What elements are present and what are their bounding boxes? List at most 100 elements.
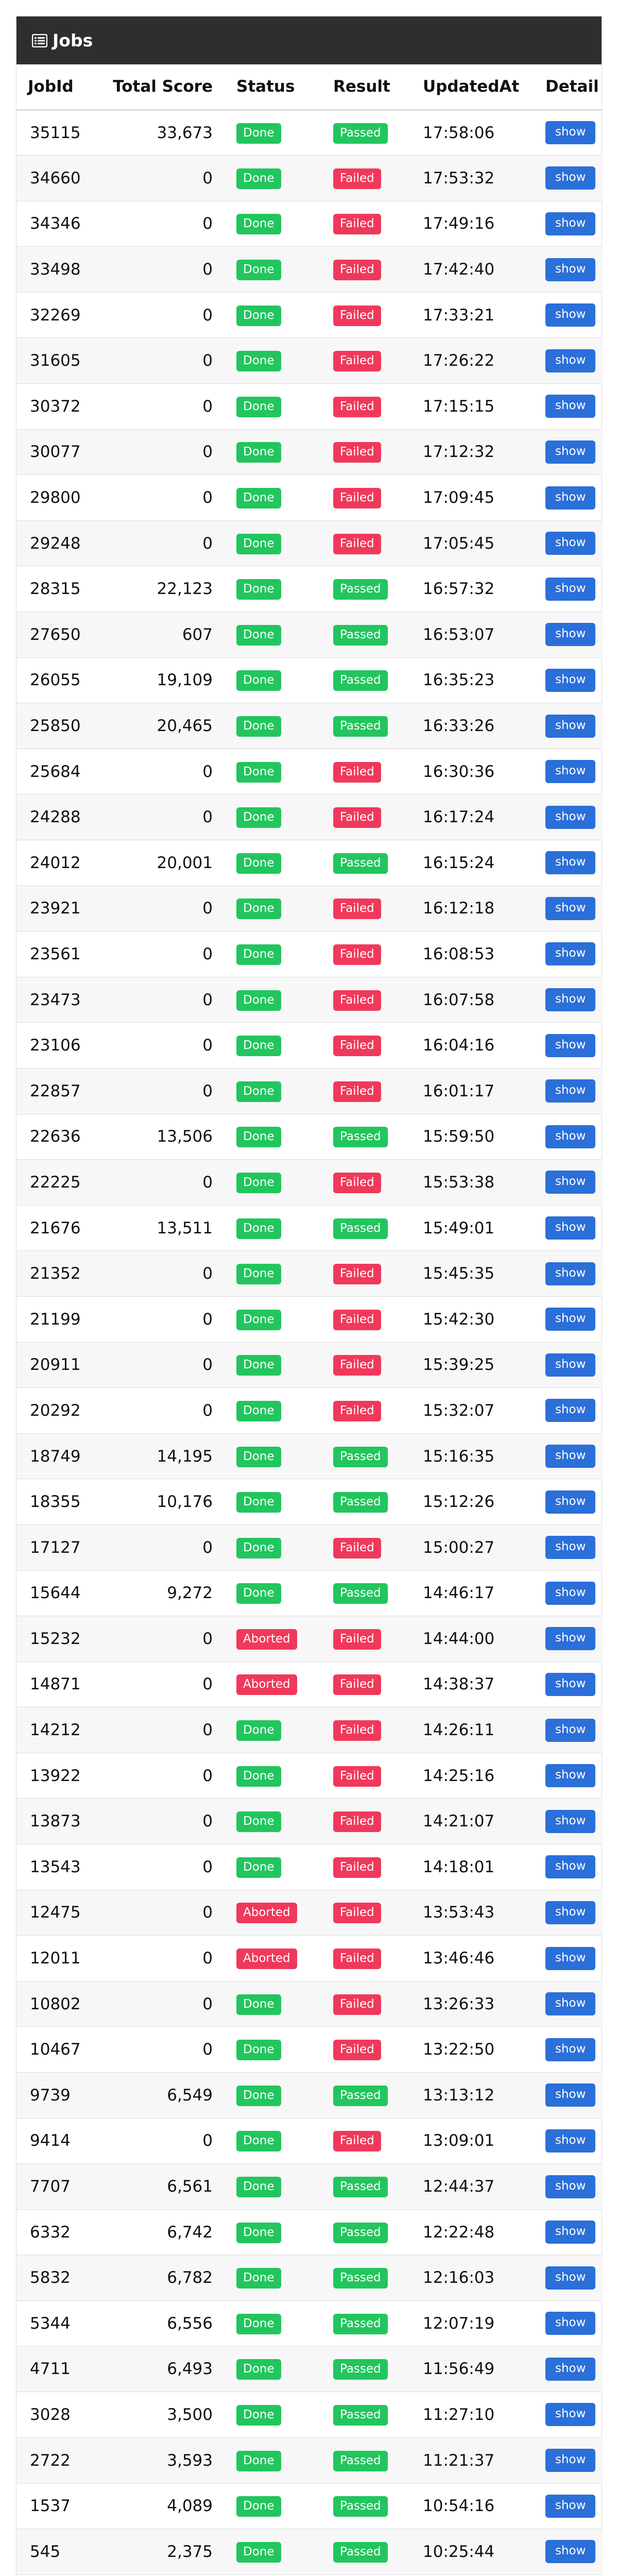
show-button[interactable]: show	[545, 258, 596, 281]
header-status[interactable]: Status	[225, 64, 322, 111]
status-badge: Done	[236, 442, 281, 463]
show-button[interactable]: show	[545, 2494, 596, 2518]
show-button[interactable]: show	[545, 2221, 596, 2244]
table-row: 31605 0 Done Failed 17:26:22 show	[16, 337, 603, 384]
total-score-cell: 0	[91, 337, 225, 384]
result-cell: Failed	[322, 1752, 411, 1799]
show-button[interactable]: show	[545, 486, 596, 510]
result-cell: Passed	[322, 703, 411, 749]
show-button[interactable]: show	[545, 1901, 596, 1924]
total-score-cell: 0	[91, 1980, 225, 2027]
updated-at-cell: 15:53:38	[411, 1159, 534, 1206]
show-button[interactable]: show	[545, 2403, 596, 2427]
show-button[interactable]: show	[545, 2312, 596, 2335]
result-badge: Failed	[333, 1172, 381, 1193]
table-row: 22225 0 Done Failed 15:53:38 show	[16, 1159, 603, 1206]
show-button[interactable]: show	[545, 942, 596, 966]
show-button[interactable]: show	[545, 760, 596, 784]
show-button[interactable]: show	[545, 1079, 596, 1103]
show-button[interactable]: show	[545, 1399, 596, 1422]
status-badge: Done	[236, 2541, 281, 2563]
show-button[interactable]: show	[545, 2449, 596, 2472]
status-badge: Done	[236, 1446, 281, 1467]
show-button[interactable]: show	[545, 1809, 596, 1833]
updated-at-cell: 15:39:25	[411, 1342, 534, 1388]
result-badge: Passed	[333, 2177, 388, 2198]
updated-at-cell: 10:54:16	[411, 2483, 534, 2529]
status-badge: Done	[236, 899, 281, 920]
show-button[interactable]: show	[545, 2357, 596, 2381]
jobs-panel: Jobs JobId Total Score Status Result Upd…	[16, 16, 603, 2576]
result-cell: Failed	[322, 155, 411, 201]
show-button[interactable]: show	[545, 1353, 596, 1377]
total-score-cell: 0	[91, 1296, 225, 1343]
status-badge: Done	[236, 1400, 281, 1421]
show-button[interactable]: show	[545, 2038, 596, 2061]
show-button[interactable]: show	[545, 1490, 596, 1514]
table-row: 15232 0 Aborted Failed 14:44:00 show	[16, 1616, 603, 1662]
header-total-score[interactable]: Total Score	[91, 64, 225, 111]
status-badge: Done	[236, 624, 281, 646]
table-row: 1537 4,089 Done Passed 10:54:16 show	[16, 2483, 603, 2529]
show-button[interactable]: show	[545, 1718, 596, 1742]
status-cell: Done	[225, 337, 322, 384]
show-button[interactable]: show	[545, 440, 596, 464]
status-badge: Done	[236, 2450, 281, 2471]
result-cell: Failed	[322, 1022, 411, 1069]
show-button[interactable]: show	[545, 166, 596, 190]
detail-cell: show	[534, 1935, 603, 1981]
status-badge: Done	[236, 488, 281, 509]
updated-at-cell: 14:46:17	[411, 1570, 534, 1616]
header-jobid[interactable]: JobId	[16, 64, 91, 111]
show-button[interactable]: show	[545, 1581, 596, 1605]
status-badge: Done	[236, 1583, 281, 1604]
show-button[interactable]: show	[545, 668, 596, 692]
show-button[interactable]: show	[545, 212, 596, 235]
show-button[interactable]: show	[545, 1946, 596, 1970]
show-button[interactable]: show	[545, 1992, 596, 2016]
job-id-cell: 10467	[16, 2026, 91, 2073]
show-button[interactable]: show	[545, 1125, 596, 1148]
show-button[interactable]: show	[545, 896, 596, 920]
show-button[interactable]: show	[545, 851, 596, 875]
status-badge: Aborted	[236, 1629, 297, 1650]
updated-at-cell: 10:25:44	[411, 2528, 534, 2575]
show-button[interactable]: show	[545, 1627, 596, 1651]
job-id-cell: 25684	[16, 748, 91, 794]
show-button[interactable]: show	[545, 532, 596, 555]
show-button[interactable]: show	[545, 2266, 596, 2290]
show-button[interactable]: show	[545, 395, 596, 418]
show-button[interactable]: show	[545, 2129, 596, 2153]
result-badge: Passed	[333, 2359, 388, 2380]
show-button[interactable]: show	[545, 2540, 596, 2564]
result-badge: Passed	[333, 1583, 388, 1604]
show-button[interactable]: show	[545, 1764, 596, 1788]
show-button[interactable]: show	[545, 1855, 596, 1879]
header-updated-at[interactable]: UpdatedAt	[411, 64, 534, 111]
show-button[interactable]: show	[545, 988, 596, 1012]
show-button[interactable]: show	[545, 2083, 596, 2107]
show-button[interactable]: show	[545, 1308, 596, 1331]
show-button[interactable]: show	[545, 349, 596, 372]
show-button[interactable]: show	[545, 1216, 596, 1240]
show-button[interactable]: show	[545, 714, 596, 738]
table-row: 13873 0 Done Failed 14:21:07 show	[16, 1798, 603, 1844]
show-button[interactable]: show	[545, 1262, 596, 1285]
show-button[interactable]: show	[545, 1033, 596, 1057]
header-result[interactable]: Result	[322, 64, 411, 111]
show-button[interactable]: show	[545, 303, 596, 327]
show-button[interactable]: show	[545, 1536, 596, 1560]
result-cell: Failed	[322, 794, 411, 840]
show-button[interactable]: show	[545, 1445, 596, 1468]
status-cell: Done	[225, 2483, 322, 2529]
show-button[interactable]: show	[545, 121, 596, 145]
show-button[interactable]: show	[545, 1171, 596, 1194]
show-button[interactable]: show	[545, 577, 596, 601]
show-button[interactable]: show	[545, 2175, 596, 2198]
job-id-cell: 12475	[16, 1889, 91, 1936]
table-row: 14212 0 Done Failed 14:26:11 show	[16, 1707, 603, 1753]
show-button[interactable]: show	[545, 1672, 596, 1696]
show-button[interactable]: show	[545, 805, 596, 829]
job-id-cell: 23473	[16, 976, 91, 1023]
show-button[interactable]: show	[545, 623, 596, 647]
